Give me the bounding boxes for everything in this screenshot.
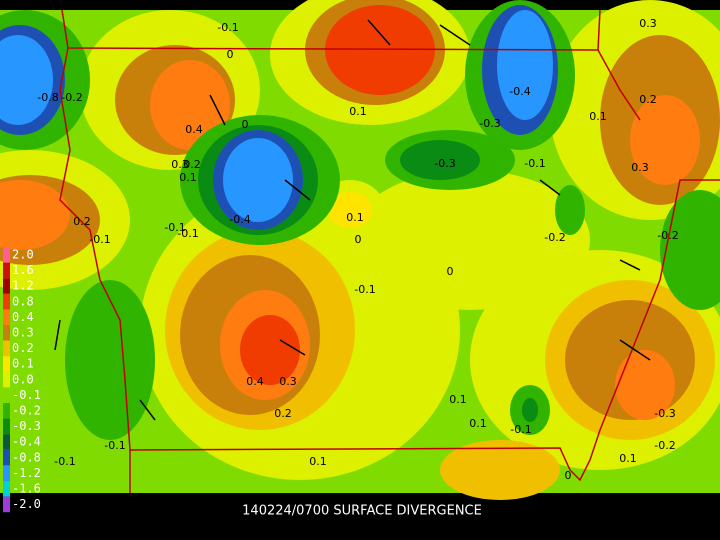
contour-label: -0.1 xyxy=(354,283,375,296)
contour-label: 0 xyxy=(227,48,234,61)
legend-swatch xyxy=(3,403,10,419)
contour-label: -0.4 xyxy=(509,85,530,98)
contour-label: -0.1 xyxy=(524,157,545,170)
legend-label: -0.3 xyxy=(12,419,41,433)
contour-label: 0.1 xyxy=(349,105,367,118)
legend-swatch xyxy=(3,449,10,466)
contour-label: 0 xyxy=(355,233,362,246)
legend-label: 0.4 xyxy=(12,310,34,324)
contour-label: -0.1 xyxy=(54,455,75,468)
legend-label: -2.0 xyxy=(12,497,41,511)
contour-labels: -0.100.3-0.8 -0.20.40.30.20.10-0.4-0.3-0.… xyxy=(37,17,678,482)
contour-label: -0.2 xyxy=(657,229,678,242)
contour-label: 0.2 xyxy=(183,158,201,171)
contour-label: 0.3 xyxy=(171,158,189,171)
contour-label: 0.3 xyxy=(639,17,657,30)
color-legend: 2.01.6 1.20.8 0.4 0.30.2 0.10.0 -0.1 -0.2-0.3 -… xyxy=(3,247,41,513)
legend-swatch xyxy=(3,481,10,497)
contour-label: -0.8 xyxy=(37,91,58,104)
legend-label: 0.0 xyxy=(12,372,34,386)
contour-label: -0.3 xyxy=(479,117,500,130)
contour-label: -0.2 xyxy=(544,231,565,244)
legend-swatch xyxy=(3,340,10,357)
contour-label: 0.2 xyxy=(73,215,91,228)
legend-label: 1.6 xyxy=(12,263,34,277)
map-title: 140224/0700 SURFACE DIVERGENCE xyxy=(242,504,482,519)
contour-label: 0.2 xyxy=(274,407,292,420)
contour-label: 0.4 xyxy=(185,123,203,136)
contour-label: -0.1 xyxy=(510,423,531,436)
legend-label: -0.1 xyxy=(12,388,41,402)
legend-label: 0.8 xyxy=(12,294,34,308)
contour-label: 0 xyxy=(242,118,249,131)
legend-label: -0.2 xyxy=(12,404,41,418)
contour-label: -0.1 xyxy=(89,233,110,246)
contour-label: -0.2 xyxy=(654,439,675,452)
legend-label: -1.6 xyxy=(12,482,41,496)
map-field xyxy=(0,0,720,500)
legend-swatch xyxy=(3,262,10,279)
legend-label: 2.0 xyxy=(12,248,34,262)
contour-label: -0.1 xyxy=(104,439,125,452)
contour-label: 0 xyxy=(565,469,572,482)
contour-label: 0.3 xyxy=(279,375,297,388)
contour-label: -0.1 xyxy=(164,221,185,234)
contour-label: -0.3 xyxy=(434,157,455,170)
contour-label: 0.1 xyxy=(619,452,637,465)
contour-label: 0.2 xyxy=(639,93,657,106)
contour-label: -0.2 xyxy=(61,91,82,104)
legend-label: 0.3 xyxy=(12,326,34,340)
contour-label: 0.4 xyxy=(246,375,264,388)
legend-swatch xyxy=(3,496,10,513)
contour-label: -0.3 xyxy=(654,407,675,420)
contour-label: 0.1 xyxy=(346,211,364,224)
legend-swatch xyxy=(3,278,10,294)
legend-label: -0.4 xyxy=(12,435,41,449)
contour-label: 0 xyxy=(447,265,454,278)
legend-swatch xyxy=(3,293,10,310)
legend-swatch xyxy=(3,418,10,435)
legend-swatch xyxy=(3,309,10,325)
legend-label: -0.8 xyxy=(12,450,41,464)
legend-label: -1.2 xyxy=(12,466,41,480)
legend-swatch xyxy=(3,371,10,388)
legend-swatch xyxy=(3,387,10,403)
contour-label: -0.1 xyxy=(217,21,238,34)
contour-label: 0.1 xyxy=(469,417,487,430)
contour-label: -0.4 xyxy=(229,213,250,226)
legend-swatch xyxy=(3,465,10,481)
legend-label: 0.2 xyxy=(12,341,34,355)
legend-label: 0.1 xyxy=(12,357,34,371)
legend-swatch xyxy=(3,434,10,450)
contour-label: 0.3 xyxy=(631,161,649,174)
contour-label: 0.1 xyxy=(179,171,197,184)
contour-label: 0.1 xyxy=(589,110,607,123)
legend-swatch xyxy=(3,247,10,263)
legend-swatch xyxy=(3,356,10,372)
legend-label: 1.2 xyxy=(12,279,34,293)
legend-swatch xyxy=(3,325,10,341)
contour-label: -0.1 xyxy=(177,227,198,240)
contour-label: 0.1 xyxy=(449,393,467,406)
contour-label: 0.1 xyxy=(309,455,327,468)
